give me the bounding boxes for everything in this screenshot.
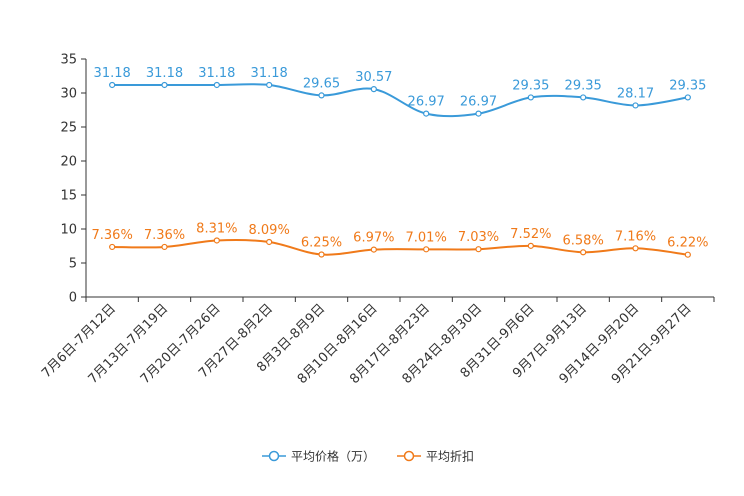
data-label: 31.18 (94, 66, 131, 81)
data-point[interactable] (161, 81, 168, 89)
legend[interactable]: 平均价格（万） 平均折扣 (262, 449, 474, 464)
data-label: 31.18 (198, 66, 235, 81)
data-point[interactable] (632, 245, 639, 252)
data-label: 29.35 (565, 78, 602, 93)
y-tick-label: 15 (60, 189, 77, 204)
data-point[interactable] (423, 110, 430, 117)
y-tick-label: 20 (60, 155, 77, 170)
data-point[interactable] (475, 110, 482, 117)
data-label: 30.57 (355, 70, 392, 85)
data-point[interactable] (161, 243, 168, 251)
data-label: 6.58% (563, 233, 604, 248)
data-point[interactable] (370, 246, 377, 253)
data-label: 8.31% (196, 221, 237, 236)
data-label: 7.03% (458, 230, 499, 245)
data-label: 7.36% (92, 228, 133, 243)
data-point[interactable] (527, 242, 534, 249)
legend-marker-2 (403, 450, 415, 462)
data-label: 31.18 (146, 66, 183, 81)
data-label: 6.25% (301, 236, 342, 251)
data-label: 7.52% (510, 227, 551, 242)
data-point[interactable] (580, 249, 587, 256)
data-point[interactable] (213, 81, 220, 89)
data-point[interactable] (527, 94, 534, 101)
y-tick-label: 10 (60, 223, 77, 238)
data-point[interactable] (266, 81, 273, 89)
data-label: 28.17 (617, 86, 654, 101)
data-label: 7.16% (615, 229, 656, 244)
data-point[interactable] (684, 251, 691, 258)
data-label: 7.01% (406, 230, 447, 245)
series-line-1 (112, 83, 688, 118)
data-label: 6.97% (353, 231, 394, 246)
data-label: 7.36% (144, 228, 185, 243)
data-point[interactable] (318, 92, 325, 99)
data-label: 29.35 (669, 78, 706, 93)
series-line-2 (112, 238, 688, 256)
y-tick-label: 5 (69, 257, 77, 272)
data-label: 8.09% (249, 223, 290, 238)
data-label: 26.97 (460, 95, 497, 110)
legend-label-1[interactable]: 平均价格（万） (291, 449, 375, 464)
data-point[interactable] (684, 94, 691, 101)
data-labels: 31.18 31.18 31.18 31.18 29.65 30.57 26.97 26.97… (92, 66, 709, 251)
data-point[interactable] (109, 243, 116, 251)
y-tick-label: 30 (60, 87, 77, 102)
data-point[interactable] (580, 94, 587, 101)
data-label: 6.22% (667, 236, 708, 251)
series-lines (109, 81, 691, 258)
data-label: 29.35 (512, 78, 549, 93)
legend-marker-1 (268, 450, 280, 462)
data-point[interactable] (213, 237, 220, 244)
y-tick-label: 35 (60, 53, 77, 68)
data-point[interactable] (423, 246, 430, 253)
legend-label-2[interactable]: 平均折扣 (426, 449, 474, 464)
data-label: 29.65 (303, 76, 340, 91)
data-label: 26.97 (408, 95, 445, 110)
y-tick-label: 25 (60, 121, 77, 136)
data-point[interactable] (109, 81, 116, 89)
data-label: 31.18 (251, 66, 288, 81)
data-point[interactable] (266, 238, 273, 246)
data-point[interactable] (370, 86, 377, 93)
y-tick-label: 0 (69, 291, 77, 306)
data-point[interactable] (475, 246, 482, 253)
data-point[interactable] (632, 102, 639, 109)
data-point[interactable] (318, 251, 325, 258)
